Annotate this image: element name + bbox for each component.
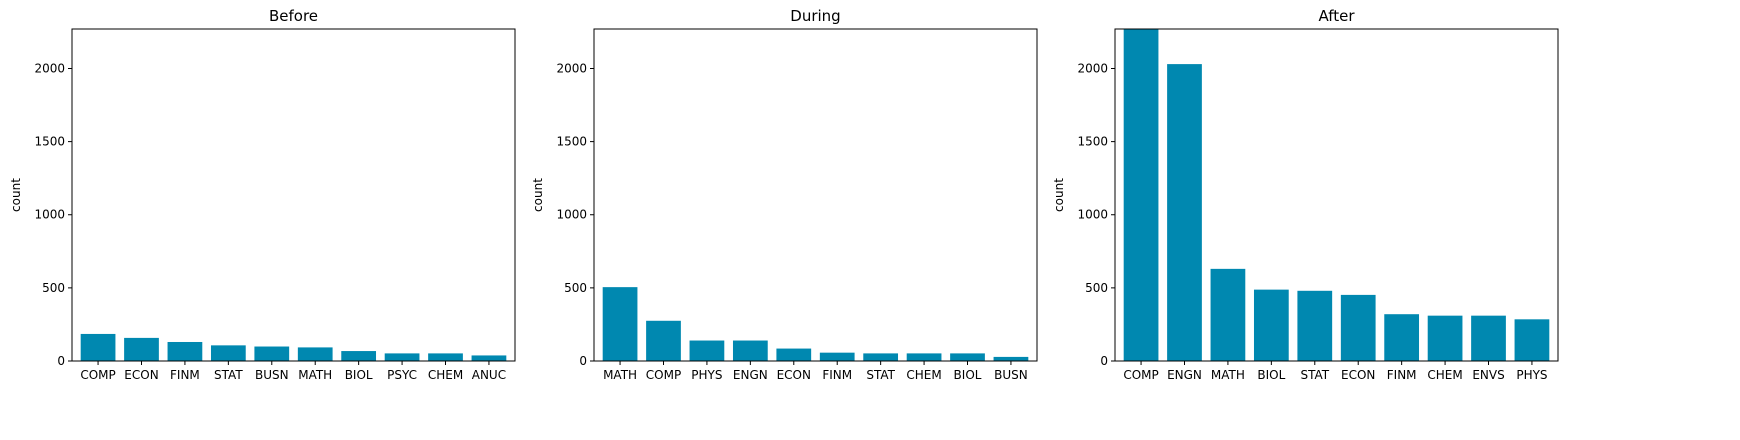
x-tick-label: BIOL: [954, 368, 982, 382]
bar-envs: [1471, 315, 1506, 361]
bars: [602, 287, 1029, 361]
bar-finm: [167, 341, 203, 361]
y-tick-label: 0: [1100, 354, 1108, 368]
y-tick-label: 0: [57, 354, 65, 368]
x-tick-label: ECON: [777, 368, 811, 382]
bar-biol: [1253, 289, 1289, 361]
bar-math: [1210, 268, 1246, 361]
y-axis-label: count: [1052, 178, 1066, 212]
bar-busn: [993, 356, 1029, 361]
panel-title: During: [790, 7, 840, 25]
x-tick-label: FINM: [170, 368, 200, 382]
y-tick-label: 1000: [1077, 208, 1108, 222]
bar-stat: [210, 345, 246, 361]
x-tick-label: PHYS: [1516, 368, 1547, 382]
x-tick-label: FINM: [822, 368, 852, 382]
x-tick-label: ECON: [1341, 368, 1375, 382]
y-tick-label: 1000: [556, 208, 587, 222]
x-tick-label: ENVS: [1472, 368, 1504, 382]
bars: [1123, 29, 1550, 361]
bar-comp: [1123, 29, 1159, 361]
bar-engn: [732, 340, 768, 361]
y-tick-label: 500: [1085, 281, 1108, 295]
bar-math: [602, 287, 638, 361]
bars: [80, 333, 507, 361]
axes-frame: [71, 28, 516, 362]
x-tick-label: ANUC: [472, 368, 506, 382]
x-tick-label: BIOL: [345, 368, 373, 382]
panel-before: COMP ECON FINM STAT BUSN MATH BIOL PSYC CHEM ANUC…: [9, 7, 516, 382]
x-tick-label: ENGN: [733, 368, 768, 382]
bar-biol: [341, 351, 377, 361]
bar-busn: [254, 346, 290, 361]
y-axis-label: count: [531, 178, 545, 212]
bar-chem: [906, 353, 942, 361]
bar-stat: [1297, 290, 1333, 361]
panel-title: After: [1318, 7, 1355, 25]
x-tick-label: BIOL: [1257, 368, 1285, 382]
x-tick-label: COMP: [646, 368, 681, 382]
y-tick-label: 1500: [1077, 135, 1108, 149]
y-tick-label: 500: [42, 281, 65, 295]
x-tick-label: MATH: [1211, 368, 1245, 382]
panel-during: MATH COMP PHYS ENGN ECON FINM STAT CHEM BIOL BUSN…: [531, 7, 1038, 382]
bar-phys: [1514, 319, 1550, 361]
bar-psyc: [384, 353, 420, 361]
bar-comp: [80, 333, 116, 361]
x-tick-label: MATH: [603, 368, 637, 382]
y-tick-label: 2000: [34, 61, 65, 75]
bar-biol: [950, 353, 985, 361]
bar-finm: [1384, 314, 1420, 361]
axes-frame: [1114, 28, 1559, 362]
x-tick-label: PSYC: [387, 368, 417, 382]
x-tick-label: COMP: [1123, 368, 1158, 382]
x-tick-label: CHEM: [428, 368, 463, 382]
x-tick-label: STAT: [866, 368, 895, 382]
y-tick-label: 2000: [1077, 61, 1108, 75]
y-tick-label: 0: [579, 354, 587, 368]
bar-anuc: [471, 355, 507, 361]
x-tick-label: STAT: [1300, 368, 1329, 382]
y-tick-label: 1000: [34, 208, 65, 222]
bar-finm: [819, 352, 855, 361]
bar-phys: [689, 340, 725, 361]
x-tick-label: CHEM: [1427, 368, 1462, 382]
bar-stat: [863, 353, 899, 361]
x-tick-label: FINM: [1387, 368, 1417, 382]
x-tick-label: BUSN: [994, 368, 1028, 382]
y-tick-label: 500: [564, 281, 587, 295]
bar-engn: [1167, 64, 1202, 361]
bar-econ: [1340, 294, 1376, 361]
bar-math: [297, 347, 333, 361]
y-tick-label: 1500: [34, 135, 65, 149]
x-tick-label: STAT: [214, 368, 243, 382]
y-axis-label: count: [9, 178, 23, 212]
bar-econ: [776, 348, 812, 361]
bar-comp: [646, 320, 681, 361]
bar-chem: [428, 353, 463, 361]
y-tick-label: 1500: [556, 135, 587, 149]
x-tick-label: MATH: [298, 368, 332, 382]
x-tick-label: ECON: [124, 368, 158, 382]
axes-frame: [593, 28, 1038, 362]
x-tick-label: CHEM: [906, 368, 941, 382]
x-tick-label: BUSN: [255, 368, 289, 382]
bar-chem: [1427, 315, 1463, 361]
panel-title: Before: [269, 7, 318, 25]
x-tick-label: PHYS: [691, 368, 722, 382]
panel-after: COMP ENGN MATH BIOL STAT ECON FINM CHEM ENVS PHYS…: [1052, 7, 1559, 382]
bar-econ: [124, 337, 159, 361]
x-tick-label: ENGN: [1167, 368, 1202, 382]
y-tick-label: 2000: [556, 61, 587, 75]
x-tick-label: COMP: [80, 368, 115, 382]
